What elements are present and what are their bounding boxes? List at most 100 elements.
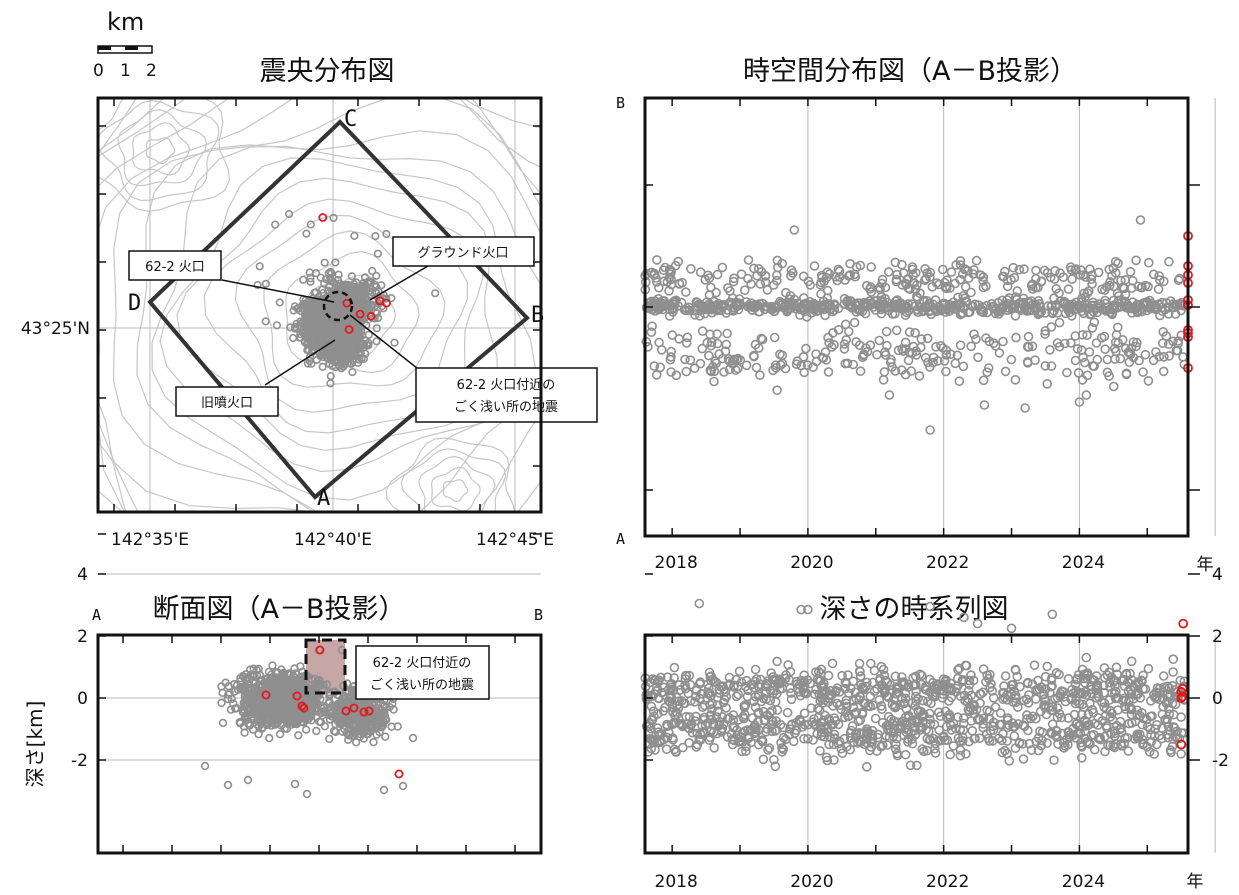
space-time-point xyxy=(887,362,897,372)
space-time-point xyxy=(1153,284,1164,295)
space-time-point xyxy=(1155,275,1165,285)
space-time-point xyxy=(839,344,850,354)
depth-timeseries-point xyxy=(854,658,865,669)
contour-line xyxy=(117,109,208,187)
depth-timeseries-point xyxy=(758,754,769,765)
space-time-point xyxy=(1003,303,1014,313)
space-time-point xyxy=(901,279,912,290)
cross-section-point xyxy=(218,718,228,728)
space-time-point xyxy=(805,300,816,310)
space-time-point xyxy=(770,301,781,312)
annotation-62-2-crater: 62-2 火口 xyxy=(145,260,205,275)
space-time-point xyxy=(1085,303,1096,313)
depth-timeseries-point xyxy=(733,689,744,700)
space-time-point xyxy=(1033,309,1043,320)
space-time-point xyxy=(880,293,890,304)
space-time-point xyxy=(1070,265,1080,276)
space-time-point xyxy=(860,308,871,319)
space-time-point xyxy=(681,338,692,348)
epicenter-point xyxy=(373,249,383,258)
space-time-point xyxy=(1060,338,1070,349)
space-time-point xyxy=(920,302,931,313)
space-time-point xyxy=(1040,361,1051,371)
space-time-point xyxy=(892,269,902,280)
space-time-point xyxy=(695,267,706,278)
space-time-point xyxy=(1138,367,1148,377)
space-time-point xyxy=(1086,309,1096,319)
space-time-point xyxy=(760,277,771,287)
space-time-point xyxy=(1097,284,1107,295)
space-time-point xyxy=(1159,351,1169,362)
epicenter-point xyxy=(303,334,312,343)
space-time-point xyxy=(1080,272,1091,282)
space-time-point xyxy=(1023,341,1033,352)
space-time-point xyxy=(1124,357,1135,368)
space-time-point xyxy=(951,260,962,270)
space-time-point xyxy=(670,260,681,271)
annotation-ground-crater: グラウンド火口 xyxy=(417,246,508,261)
epicenter-point xyxy=(316,273,325,282)
space-time-point xyxy=(891,325,902,336)
space-time-point xyxy=(770,360,781,371)
epicenter-point xyxy=(348,294,358,303)
space-time-point xyxy=(702,337,713,348)
space-time-point xyxy=(1049,274,1060,284)
contour-line xyxy=(285,250,420,374)
space-time-point xyxy=(775,349,785,360)
space-time-point xyxy=(936,340,946,351)
crater-highlight-circle xyxy=(322,290,354,322)
space-time-point xyxy=(1042,378,1052,389)
epicenter-point xyxy=(300,310,309,320)
epicenter-point xyxy=(307,359,316,368)
space-time-point xyxy=(654,337,664,348)
cross-section-end-label-a: A xyxy=(92,606,101,624)
epicenter-point xyxy=(358,279,367,288)
space-time-point xyxy=(1127,307,1137,318)
map-x-tick-label: 142°45'E xyxy=(476,530,554,550)
space-time-point xyxy=(769,332,780,343)
space-time-point xyxy=(979,400,990,410)
space-time-point xyxy=(1161,298,1172,308)
space-time-point xyxy=(821,354,832,365)
depth-timeseries-point xyxy=(815,745,825,756)
epicenter-point xyxy=(347,272,356,281)
contour-line xyxy=(176,177,499,451)
depth-timeseries-panel: 深さの時系列図 -2024 2018 2020 2022 2024 年 xyxy=(640,565,1229,892)
epicenter-point xyxy=(382,229,391,239)
space-time-point xyxy=(876,304,886,315)
space-time-point xyxy=(927,281,938,292)
space-time-point xyxy=(982,367,993,378)
space-time-point xyxy=(1158,326,1168,337)
cross-section-point xyxy=(408,733,418,743)
space-time-point xyxy=(937,264,948,275)
space-time-point xyxy=(911,350,922,360)
space-time-point xyxy=(1088,297,1098,308)
epicenter-point xyxy=(332,296,342,305)
epicenter-point xyxy=(306,277,315,286)
space-time-point xyxy=(885,357,896,368)
space-time-point xyxy=(1135,215,1146,225)
space-time-point xyxy=(734,294,745,304)
space-time-point xyxy=(925,305,935,316)
space-time-point xyxy=(697,343,708,354)
space-time-point xyxy=(1132,337,1142,348)
space-time-point xyxy=(908,341,919,352)
space-time-point xyxy=(682,332,693,343)
space-time-point xyxy=(657,301,668,312)
epicenter-map-frame xyxy=(96,96,543,514)
epicenter-point xyxy=(350,231,359,240)
epicenter-point xyxy=(320,350,329,359)
contour-line xyxy=(98,98,231,213)
epicenter-point xyxy=(316,351,325,360)
contour-line xyxy=(385,437,515,512)
space-time-point xyxy=(968,301,978,312)
space-time-point xyxy=(959,264,970,275)
leader-line xyxy=(264,339,336,386)
space-time-point xyxy=(1002,275,1013,286)
space-time-point xyxy=(1072,343,1083,354)
space-time-point xyxy=(771,275,782,286)
space-time-point xyxy=(822,267,833,278)
space-time-point xyxy=(1140,349,1151,360)
space-time-point xyxy=(1154,351,1164,362)
epicenter-point xyxy=(370,302,379,311)
